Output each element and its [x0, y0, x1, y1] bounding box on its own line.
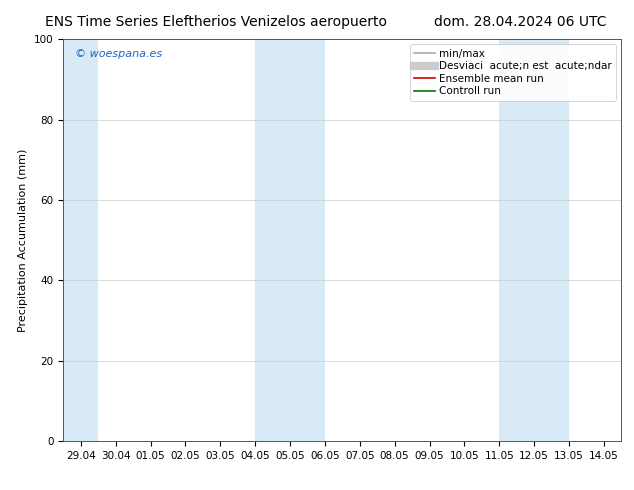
Text: ENS Time Series Eleftherios Venizelos aeropuerto: ENS Time Series Eleftherios Venizelos ae… — [44, 15, 387, 29]
Legend: min/max, Desviaci  acute;n est  acute;ndar, Ensemble mean run, Controll run: min/max, Desviaci acute;n est acute;ndar… — [410, 45, 616, 100]
Text: dom. 28.04.2024 06 UTC: dom. 28.04.2024 06 UTC — [434, 15, 606, 29]
Bar — [63, 39, 98, 441]
Text: © woespana.es: © woespana.es — [75, 49, 162, 59]
Bar — [500, 39, 569, 441]
Bar — [255, 39, 325, 441]
Y-axis label: Precipitation Accumulation (mm): Precipitation Accumulation (mm) — [18, 148, 29, 332]
